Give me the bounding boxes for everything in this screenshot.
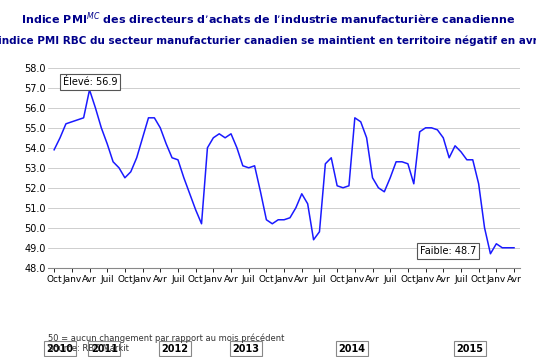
Text: 2011: 2011: [91, 344, 118, 354]
Text: Source: RBC Markit: Source: RBC Markit: [48, 345, 129, 353]
Text: Faible: 48.7: Faible: 48.7: [420, 246, 476, 256]
Text: Élevé: 56.9: Élevé: 56.9: [63, 77, 117, 87]
Text: 2012: 2012: [161, 344, 189, 354]
Text: 50 = aucun changement par rapport au mois précédent: 50 = aucun changement par rapport au moi…: [48, 333, 285, 343]
Text: 2015: 2015: [456, 344, 483, 354]
Text: 2010: 2010: [47, 344, 73, 354]
Text: 2014: 2014: [338, 344, 366, 354]
Text: L’indice PMI RBC du secteur manufacturier canadien se maintient en territoire né: L’indice PMI RBC du secteur manufacturie…: [0, 36, 536, 46]
Text: 2013: 2013: [232, 344, 259, 354]
Text: Indice PMI$^{MC}$ des directeurs d’achats de l’industrie manufacturière canadien: Indice PMI$^{MC}$ des directeurs d’achat…: [21, 11, 515, 27]
